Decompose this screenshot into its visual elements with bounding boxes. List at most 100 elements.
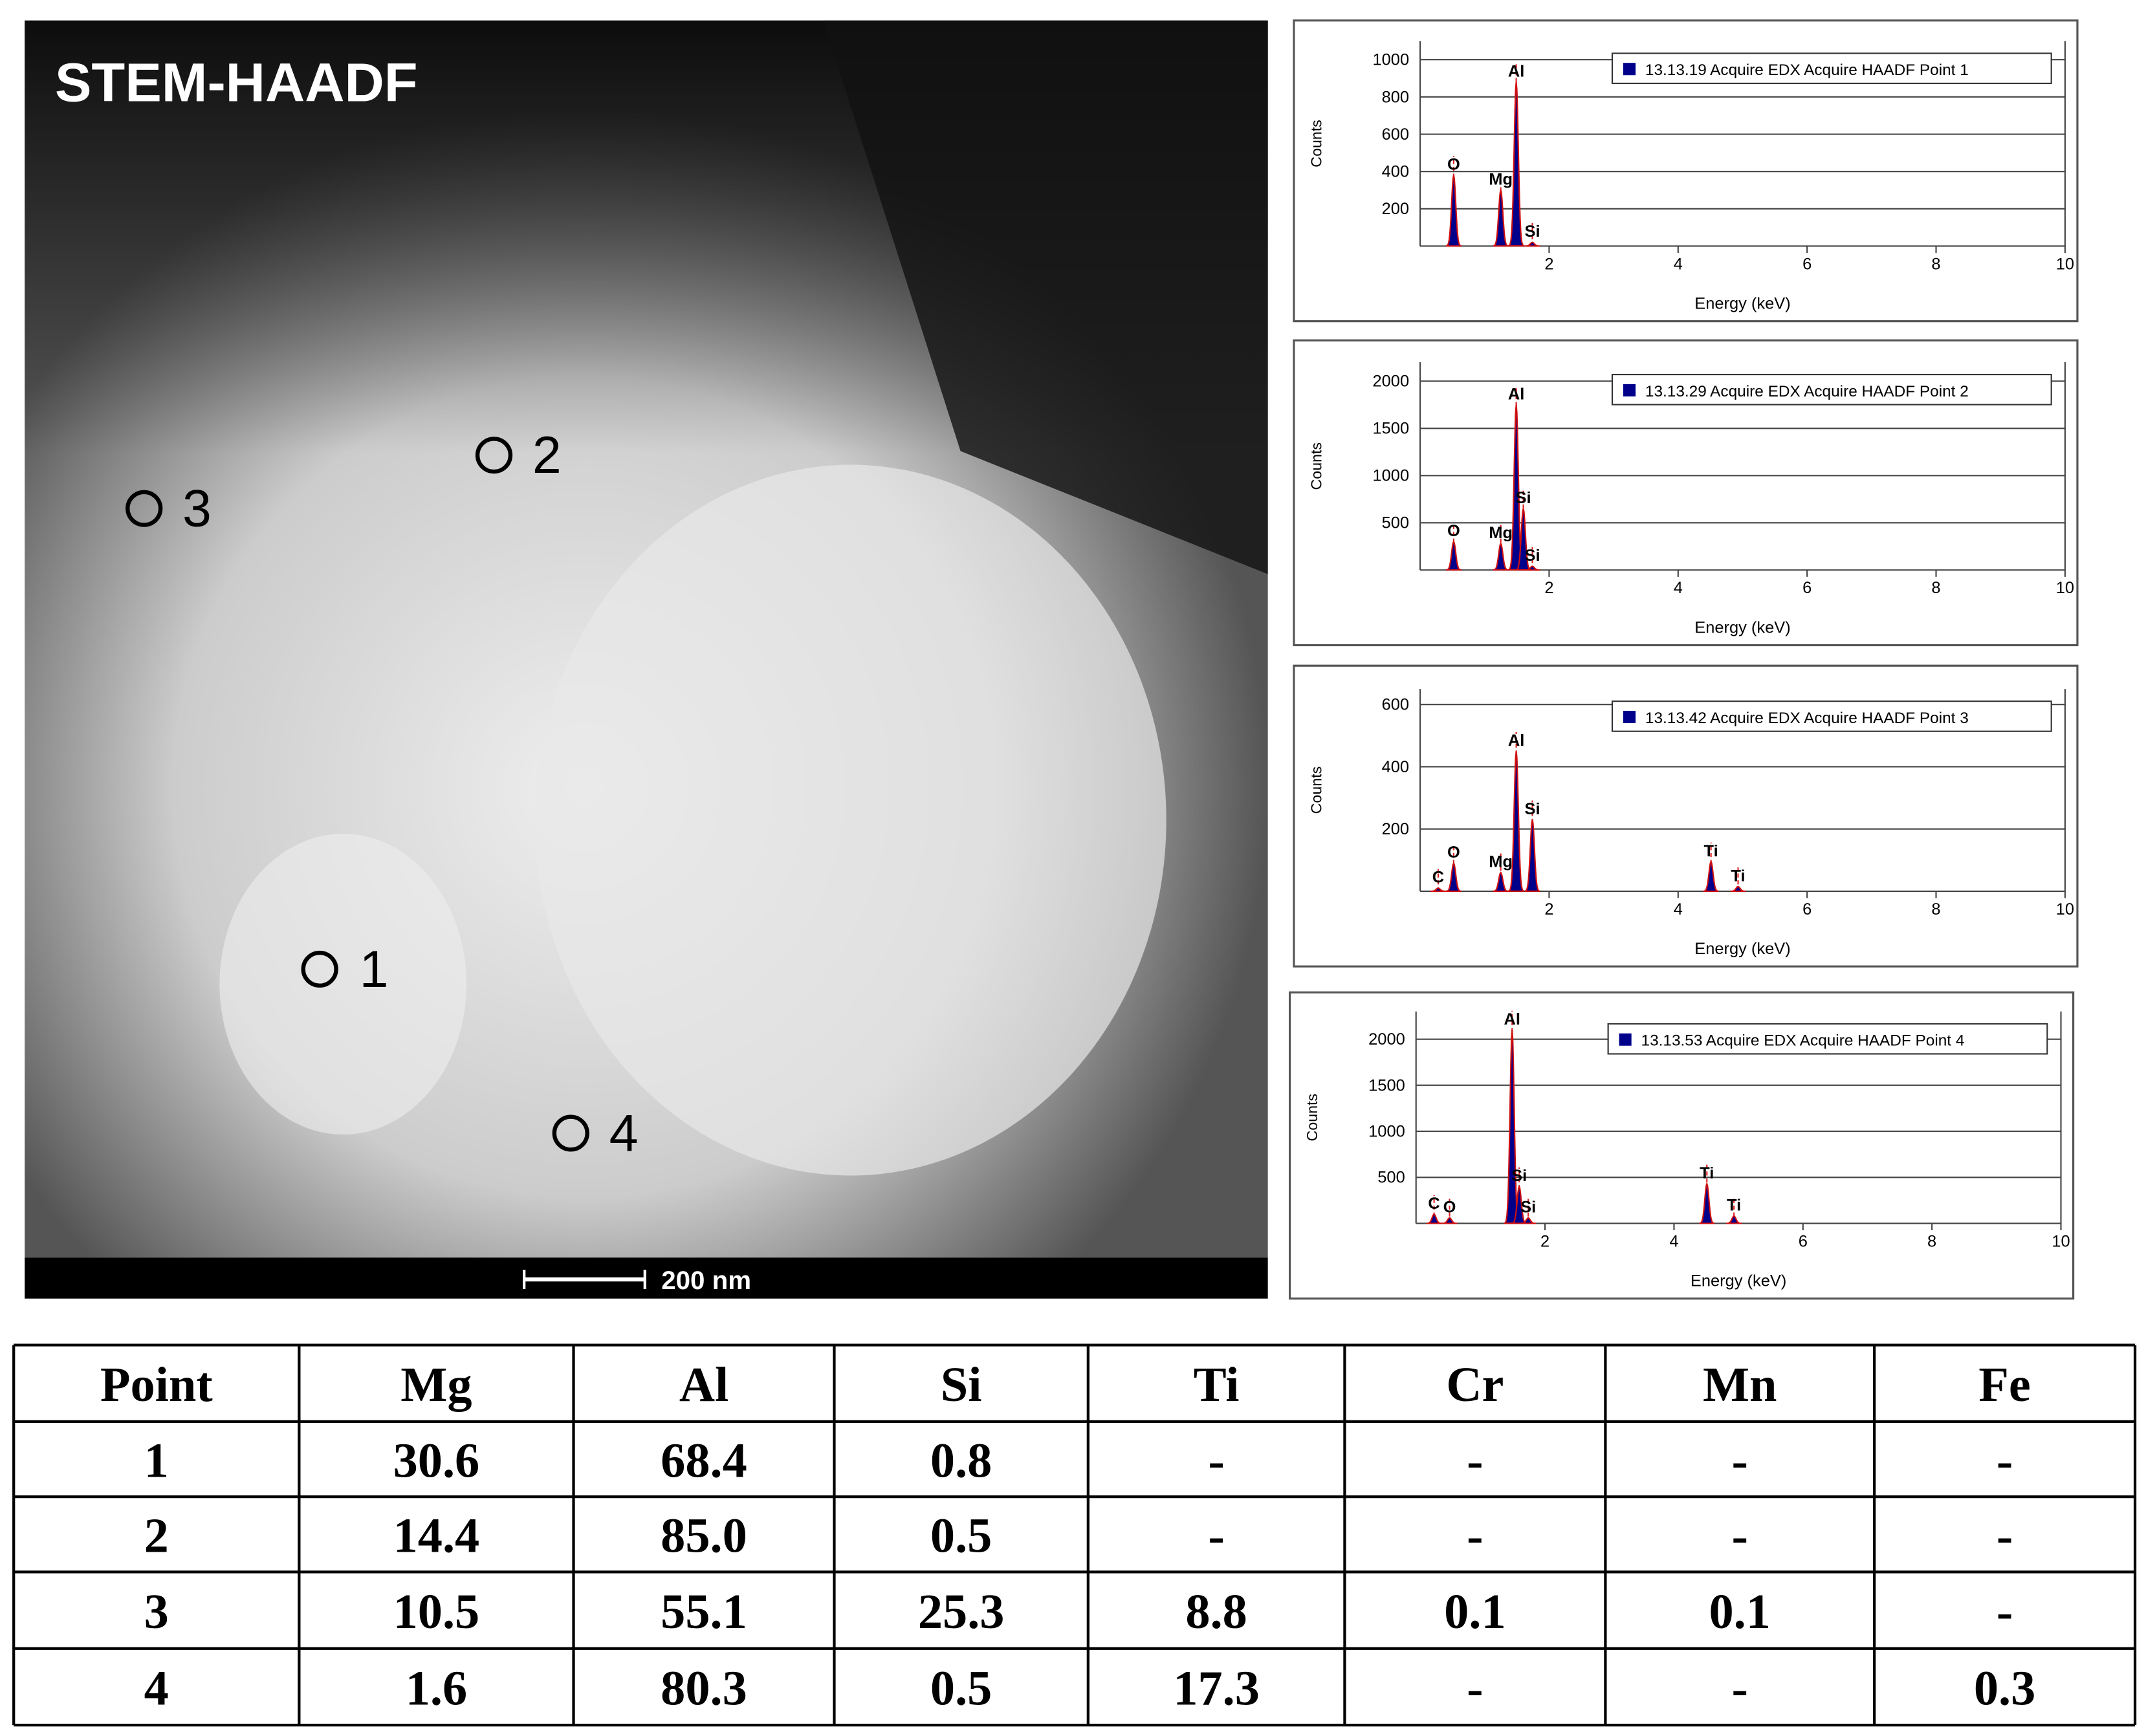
peak-label: Si xyxy=(1524,222,1540,241)
y-tick-label: 500 xyxy=(1377,1169,1405,1187)
table-cell: - xyxy=(1467,1434,1483,1488)
legend-swatch xyxy=(1623,384,1636,396)
legend-swatch xyxy=(1619,1033,1632,1046)
table-header: Al xyxy=(679,1358,728,1412)
table-cell: - xyxy=(1997,1434,2013,1488)
x-axis-label: Energy (keV) xyxy=(1694,619,1790,637)
y-tick-label: 1500 xyxy=(1368,1076,1405,1094)
legend-box xyxy=(1611,52,2052,84)
x-axis-label: Energy (keV) xyxy=(1691,1272,1786,1290)
spectrum-peak xyxy=(1726,1215,1742,1224)
table-cell: 85.0 xyxy=(661,1509,747,1563)
spectrum-peak xyxy=(1493,190,1509,247)
peak-label: Ti xyxy=(1727,1197,1741,1215)
x-tick-label: 2 xyxy=(1540,1232,1549,1250)
peak-label: O xyxy=(1447,155,1460,173)
x-tick-label: 2 xyxy=(1544,255,1553,273)
peak-label: C xyxy=(1428,1195,1440,1213)
table-cell: - xyxy=(1208,1509,1224,1563)
x-tick-label: 10 xyxy=(2056,900,2074,918)
y-axis-label: Counts xyxy=(1308,120,1324,168)
table-cell: 0.8 xyxy=(930,1434,992,1488)
spectrum-peak xyxy=(1508,751,1524,892)
table-cell: 2 xyxy=(144,1509,169,1563)
y-tick-label: 400 xyxy=(1382,758,1409,776)
peak-label: Mg xyxy=(1489,853,1513,871)
x-tick-label: 4 xyxy=(1674,255,1683,273)
peak-label: Ti xyxy=(1731,867,1745,885)
table-cell: 0.1 xyxy=(1444,1585,1505,1639)
peak-label: Si xyxy=(1524,800,1540,818)
x-tick-label: 8 xyxy=(1931,900,1940,918)
table-cell: - xyxy=(1467,1662,1483,1716)
spectrum-peak xyxy=(1703,860,1719,892)
table-cell: 1 xyxy=(144,1434,169,1488)
x-tick-label: 6 xyxy=(1802,900,1812,918)
x-axis-label: Energy (keV) xyxy=(1694,295,1790,313)
table-cell: - xyxy=(1997,1509,2013,1563)
spectrum-peak xyxy=(1524,565,1540,571)
peak-label: Al xyxy=(1508,732,1524,750)
table-header: Mg xyxy=(400,1358,472,1412)
peak-label: Mg xyxy=(1489,171,1513,189)
legend-label: 13.13.19 Acquire EDX Acquire HAADF Point… xyxy=(1645,61,1969,79)
peak-label: Si xyxy=(1516,489,1531,507)
spectrum-peak xyxy=(1699,1181,1715,1224)
point-label: 4 xyxy=(609,1105,639,1163)
spectrum-peak xyxy=(1493,871,1509,892)
peak-label: O xyxy=(1447,522,1460,540)
peak-label: Ti xyxy=(1704,842,1718,860)
table-cell: - xyxy=(1467,1509,1483,1563)
y-tick-label: 2000 xyxy=(1368,1030,1405,1048)
peak-label: Si xyxy=(1511,1167,1527,1185)
data-table: Point Mg Al Si Ti Cr Mn Fe 1 30.6 68.4 0.8 - - - - 2 14.4… xyxy=(12,1343,2137,1727)
y-tick-label: 1000 xyxy=(1368,1123,1405,1141)
legend-box xyxy=(1611,374,2052,406)
table-header: Ti xyxy=(1194,1358,1240,1412)
table-cell: - xyxy=(1997,1585,2013,1639)
point-label: 2 xyxy=(532,426,562,484)
peak-label: Al xyxy=(1504,1010,1520,1028)
x-tick-label: 10 xyxy=(2052,1232,2070,1250)
peak-label: O xyxy=(1447,843,1460,862)
x-tick-label: 10 xyxy=(2056,255,2074,273)
y-tick-label: 1000 xyxy=(1373,467,1410,485)
table-cell: 8.8 xyxy=(1185,1585,1247,1639)
x-tick-label: 2 xyxy=(1544,579,1553,597)
table-cell: 17.3 xyxy=(1173,1662,1260,1716)
table-cell: 68.4 xyxy=(661,1434,747,1488)
table-cell: - xyxy=(1208,1434,1224,1488)
y-tick-label: 200 xyxy=(1382,820,1409,838)
table-header: Cr xyxy=(1446,1358,1504,1412)
legend-swatch xyxy=(1623,63,1636,76)
table-header: Si xyxy=(941,1358,982,1412)
spectrum-peak xyxy=(1493,542,1509,571)
spectrum-chart: 200 400 600 800 1000 2 4 6 8 10 Energy (keV) Counts… xyxy=(1293,19,2079,323)
spectrum-peak xyxy=(1524,819,1540,892)
peak-label: Ti xyxy=(1700,1164,1714,1182)
table-header: Fe xyxy=(1978,1358,2031,1412)
x-tick-label: 4 xyxy=(1669,1232,1678,1250)
y-tick-label: 400 xyxy=(1382,163,1409,181)
scale-bar-label: 200 nm xyxy=(661,1266,751,1295)
legend-label: 13.13.53 Acquire EDX Acquire HAADF Point… xyxy=(1641,1032,1965,1050)
spectrum-chart: 200 400 600 2 4 6 8 10 Energy (keV) Counts CO Mg Al S… xyxy=(1293,664,2079,968)
stem-image: 200 nm STEM-HAADF 1 2 3 4 xyxy=(25,20,1268,1299)
table-header: Mn xyxy=(1703,1358,1777,1412)
x-tick-label: 8 xyxy=(1931,579,1940,597)
table-cell: 80.3 xyxy=(661,1662,747,1716)
table-cell: 0.5 xyxy=(930,1509,992,1563)
legend-box xyxy=(1611,700,2052,732)
peak-label: Mg xyxy=(1489,524,1513,542)
spectrum-peak xyxy=(1508,81,1524,247)
legend-box xyxy=(1607,1023,2048,1055)
peak-label: Al xyxy=(1508,62,1524,80)
spectrum-peak xyxy=(1730,885,1746,892)
legend-swatch xyxy=(1623,710,1636,723)
x-tick-label: 6 xyxy=(1802,255,1812,273)
y-tick-label: 600 xyxy=(1382,696,1409,714)
table-header: Point xyxy=(100,1358,214,1412)
table-cell: - xyxy=(1732,1662,1748,1716)
